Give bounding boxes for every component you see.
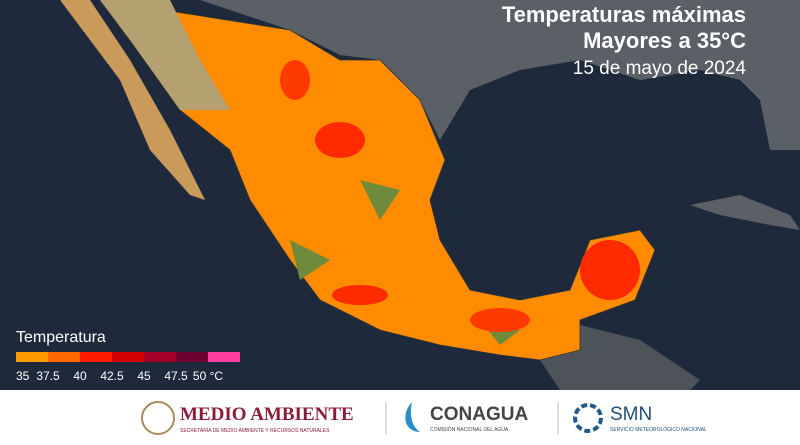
- hot-spot: [580, 240, 640, 300]
- smn-logo: [573, 403, 603, 433]
- date: 15 de mayo de 2024: [573, 58, 747, 79]
- hot-spot: [280, 60, 310, 100]
- smn-name: SMN: [610, 404, 652, 425]
- legend-label: 47.5: [164, 369, 188, 383]
- legend-label: 35: [16, 369, 30, 383]
- sonora-desert: [100, 0, 230, 110]
- hot-spot: [332, 285, 388, 305]
- smn-sub: SERVICIO METEOROLÓGICO NACIONAL: [610, 426, 707, 433]
- title-line2: Mayores a 35°C: [583, 28, 746, 53]
- legend-label: 42.5: [100, 369, 124, 383]
- legend-label: 45: [137, 369, 151, 383]
- conagua-logo: [405, 402, 420, 432]
- legend: 35 37.5 40 42.5 45 47.5 50 °C: [16, 352, 240, 383]
- legend-swatch: [176, 352, 208, 362]
- cuba: [690, 195, 800, 230]
- baja-california: [60, 0, 205, 200]
- legend-label: 40: [73, 369, 87, 383]
- legend-swatch: [208, 352, 240, 362]
- legend-swatch: [48, 352, 80, 362]
- hot-spot: [315, 122, 365, 158]
- conagua-name: CONAGUA: [430, 404, 528, 425]
- legend-label: 50 °C: [193, 369, 223, 383]
- legend-swatch: [112, 352, 144, 362]
- hot-spot: [470, 308, 530, 332]
- legend-title: Temperatura: [16, 329, 106, 346]
- legend-swatch: [16, 352, 48, 362]
- legend-swatch: [80, 352, 112, 362]
- semarnat-sub: SECRETARÍA DE MEDIO AMBIENTE Y RECURSOS …: [180, 427, 330, 434]
- legend-swatch: [144, 352, 176, 362]
- semarnat-logo: [141, 401, 175, 435]
- title-line1: Temperaturas máximas: [502, 2, 746, 27]
- semarnat-name: MEDIO AMBIENTE: [180, 404, 354, 425]
- footer: [0, 390, 800, 445]
- usa-land: [40, 0, 800, 150]
- mexico-mainland: [99, 0, 656, 361]
- conagua-sub: COMISIÓN NACIONAL DEL AGUA: [430, 426, 509, 433]
- legend-label: 37.5: [36, 369, 60, 383]
